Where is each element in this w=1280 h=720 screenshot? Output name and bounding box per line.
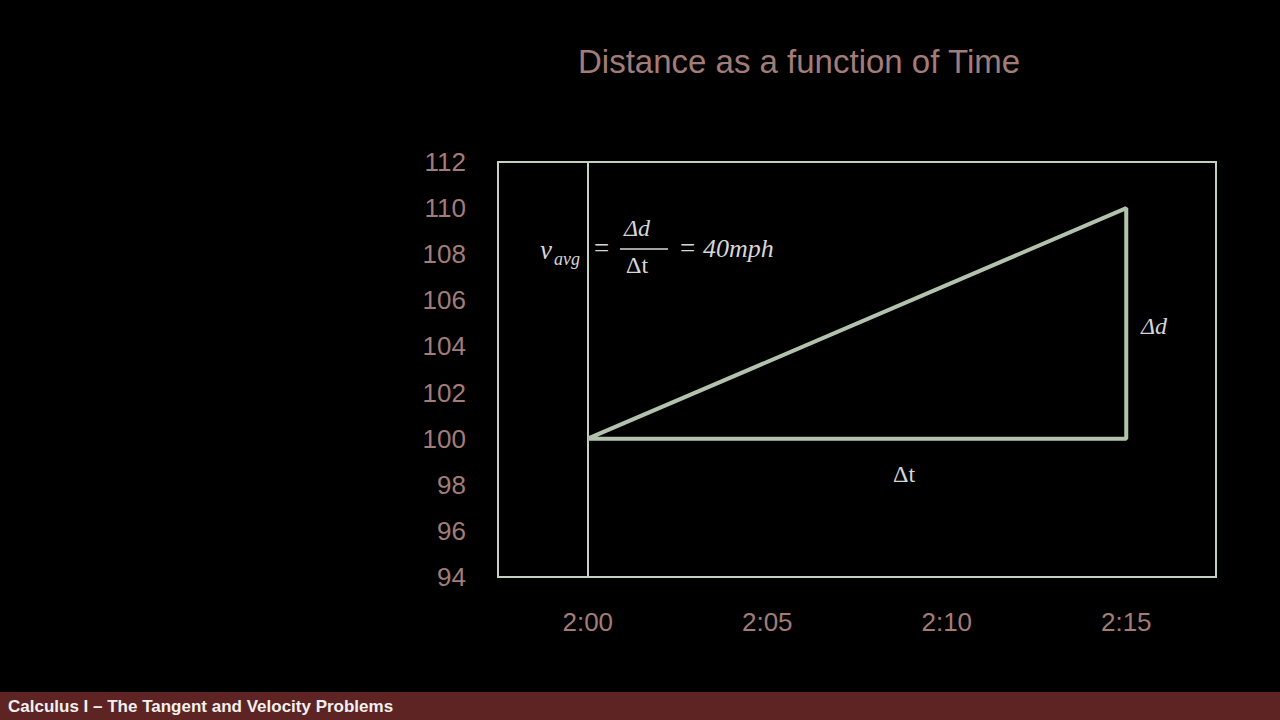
- svg-text:Calculus I – The Tangent and V: Calculus I – The Tangent and Velocity Pr…: [8, 697, 393, 716]
- svg-text:2:10: 2:10: [921, 607, 972, 637]
- svg-text:avg: avg: [554, 249, 580, 269]
- svg-text:Δd: Δd: [1140, 313, 1168, 339]
- svg-text:Distance as a function of Time: Distance as a function of Time: [578, 43, 1020, 80]
- svg-text:2:05: 2:05: [742, 607, 793, 637]
- svg-text:100: 100: [423, 424, 466, 454]
- svg-text:=: =: [594, 233, 609, 263]
- svg-text:Δt: Δt: [626, 252, 648, 278]
- svg-text:Δd: Δd: [623, 215, 651, 241]
- svg-text:108: 108: [423, 239, 466, 269]
- svg-text:112: 112: [425, 147, 466, 177]
- svg-text:Δt: Δt: [893, 461, 915, 487]
- svg-text:94: 94: [437, 562, 466, 592]
- svg-text:2:15: 2:15: [1101, 607, 1152, 637]
- svg-text:106: 106: [423, 285, 466, 315]
- svg-text:102: 102: [423, 378, 466, 408]
- svg-text:98: 98: [437, 470, 466, 500]
- svg-text:40mph: 40mph: [703, 234, 774, 263]
- svg-text:110: 110: [425, 193, 466, 223]
- svg-text:v: v: [540, 235, 552, 265]
- svg-text:=: =: [680, 233, 695, 263]
- svg-text:2:00: 2:00: [562, 607, 613, 637]
- svg-text:96: 96: [437, 516, 466, 546]
- svg-text:104: 104: [423, 331, 466, 361]
